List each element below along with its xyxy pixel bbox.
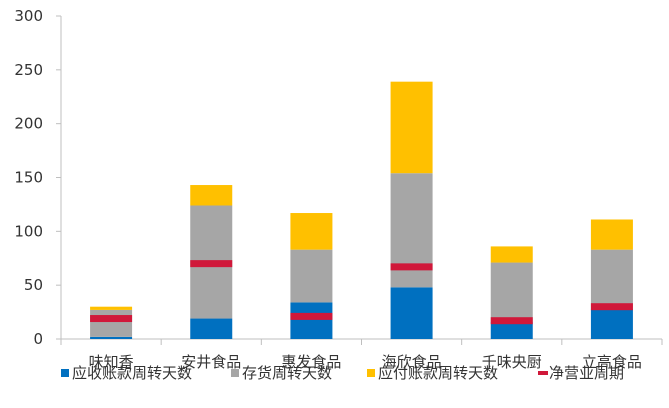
bar-segment-series-1 <box>90 309 133 337</box>
bar-segment-series-2 <box>290 213 333 250</box>
x-category-label: 味知香 <box>89 353 134 371</box>
legend-swatch <box>61 369 69 377</box>
bar-segment-series-0 <box>290 302 333 339</box>
bar-segment-series-2 <box>190 185 233 206</box>
x-category-label: 海欣食品 <box>382 353 442 371</box>
legend-label: 应付账款周转天数 <box>378 364 498 382</box>
legend-label: 存货周转天数 <box>242 364 332 382</box>
net-cycle-marker <box>290 312 333 320</box>
x-category-label: 千味央厨 <box>482 353 542 371</box>
y-axis: 0 50 100 150 200 250 300 <box>14 7 62 348</box>
legend-swatch <box>231 369 239 377</box>
y-tick-label: 300 <box>14 7 43 25</box>
y-tick-label: 250 <box>14 61 43 79</box>
bar-segment-series-0 <box>490 321 533 339</box>
x-category-label: 立高食品 <box>582 353 642 371</box>
y-tick-label: 200 <box>14 115 43 133</box>
net-cycle-marker <box>90 315 133 323</box>
bar-segment-series-0 <box>590 308 633 339</box>
x-category-label: 安井食品 <box>181 353 241 371</box>
legend-swatch <box>538 371 548 375</box>
y-tick-label: 0 <box>33 330 43 348</box>
bar-segment-series-2 <box>490 246 533 263</box>
bars <box>90 81 633 339</box>
x-category-label: 惠发食品 <box>281 353 341 371</box>
legend-swatch <box>367 369 375 377</box>
legend-label: 净营业周期 <box>549 364 624 382</box>
y-tick-label: 50 <box>24 276 43 294</box>
net-cycle-marker <box>390 263 433 271</box>
bar-segment-series-2 <box>390 81 433 174</box>
bar-segment-series-2 <box>90 306 133 310</box>
legend-label: 应收账款周转天数 <box>72 364 192 382</box>
y-tick-label: 100 <box>14 222 43 240</box>
x-axis: 味知香 安井食品 惠发食品 海欣食品 千味央厨 立高食品 <box>60 338 663 371</box>
bar-segment-series-0 <box>190 318 233 339</box>
bar-segment-series-1 <box>290 249 333 303</box>
bar-segment-series-0 <box>390 287 433 339</box>
bar-segment-series-1 <box>490 262 533 322</box>
bar-segment-series-2 <box>590 219 633 250</box>
bar-segment-series-1 <box>590 249 633 309</box>
y-tick-label: 150 <box>14 169 43 187</box>
net-cycle-marker <box>490 317 533 325</box>
bar-segment-series-0 <box>90 336 133 339</box>
net-cycle-marker <box>590 303 633 311</box>
legend: 应收账款周转天数 存货周转天数 应付账款周转天数 净营业周期 <box>61 364 624 382</box>
net-cycle-marker <box>190 260 233 268</box>
